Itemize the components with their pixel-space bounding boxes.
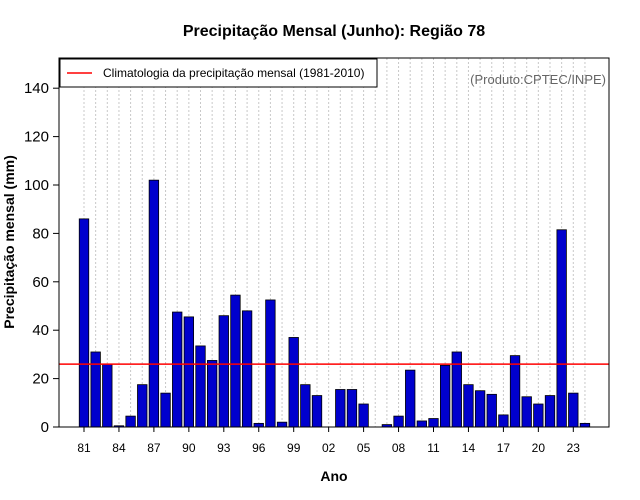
grid-lines (83, 58, 586, 427)
bar-1981 (78, 218, 90, 428)
bar-1985 (125, 415, 136, 428)
bar-1998 (276, 421, 288, 428)
bar-1999 (288, 337, 299, 428)
y-tick-label: 140 (24, 80, 49, 97)
legend-box (59, 58, 378, 88)
x-tick-label: 81 (77, 441, 91, 455)
bar-2009 (405, 369, 416, 428)
bar-1995 (241, 310, 253, 428)
bar-1991 (195, 345, 206, 428)
bar-1982 (90, 351, 101, 428)
x-tick-label: 02 (322, 441, 336, 455)
legend-label: Climatologia da precipitação mensal (198… (103, 66, 364, 80)
bar-2019 (521, 396, 532, 428)
x-tick-label: 05 (357, 441, 371, 455)
x-tick-label: 90 (182, 441, 196, 455)
bar-2001 (311, 395, 323, 428)
y-tick-label: 40 (32, 322, 49, 339)
bar-2016 (486, 393, 497, 428)
x-tick-label: 87 (147, 441, 161, 455)
bar-1992 (206, 360, 218, 428)
chart-title: Precipitação Mensal (Junho): Região 78 (183, 23, 485, 40)
bar-2020 (533, 403, 544, 428)
x-tick-label: 99 (287, 441, 301, 455)
bar-2005 (358, 403, 369, 428)
x-tick-label: 14 (462, 441, 476, 455)
y-tick-label: 100 (24, 177, 49, 194)
bar-2012 (439, 364, 451, 428)
bar-2000 (300, 384, 311, 428)
bar-2013 (451, 351, 462, 428)
x-axis-label: Ano (320, 468, 347, 484)
bar-1990 (183, 316, 195, 428)
x-axis: 81 84 87 90 93 96 99 02 05 08 11 14 17 20 23 (77, 427, 580, 455)
bar-1987 (148, 179, 160, 428)
x-tick-label: 11 (427, 441, 440, 455)
bar-1989 (172, 311, 183, 428)
bar-2014 (463, 384, 474, 428)
y-axis: 0 20 40 60 80 100 120 140 (24, 80, 59, 436)
bar-1983 (102, 363, 113, 428)
bars (78, 179, 591, 428)
bar-2010 (416, 420, 428, 428)
x-tick-label: 23 (567, 441, 581, 455)
x-tick-label: 84 (112, 441, 126, 455)
bar-2011 (428, 418, 439, 428)
legend: Climatologia da precipitação mensal (198… (59, 58, 378, 88)
bar-2004 (346, 389, 358, 428)
y-axis-label: Precipitação mensal (mm) (1, 155, 17, 329)
y-tick-label: 120 (24, 129, 49, 146)
bar-1996 (253, 422, 264, 428)
bar-1986 (137, 384, 148, 428)
x-tick-label: 17 (497, 441, 511, 455)
x-tick-label: 93 (217, 441, 231, 455)
x-tick-label: 96 (252, 441, 266, 455)
bar-2008 (393, 415, 404, 428)
x-tick-label: 20 (532, 441, 546, 455)
bar-2003 (335, 389, 346, 428)
y-tick-label: 80 (32, 225, 49, 242)
source-note: (Produto:CPTEC/INPE) (470, 72, 606, 87)
bar-2024 (579, 422, 591, 428)
x-tick-label: 08 (392, 441, 406, 455)
bar-2023 (568, 392, 579, 428)
plot-frame (58, 57, 610, 428)
bar-2021 (544, 395, 556, 428)
bar-1994 (230, 294, 241, 428)
bar-1988 (160, 392, 171, 428)
y-tick-label: 0 (41, 419, 49, 436)
bar-2018 (509, 355, 521, 428)
bar-2017 (498, 414, 509, 428)
bar-2015 (474, 390, 486, 428)
bar-2022 (556, 229, 567, 428)
y-tick-label: 20 (32, 371, 49, 388)
bar-1993 (218, 315, 229, 428)
y-tick-label: 60 (32, 274, 49, 291)
